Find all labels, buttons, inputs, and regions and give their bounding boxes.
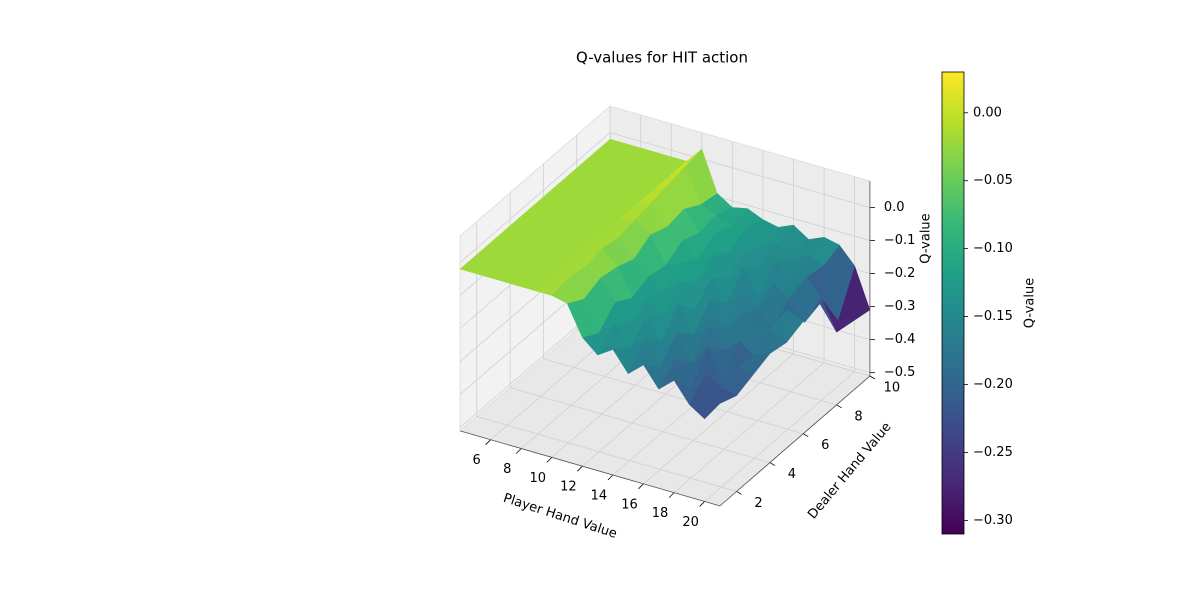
colorbar-label: Q-value (1023, 278, 1038, 328)
colorbar-tick-label: 0.00 (973, 105, 1002, 120)
surface-cell (551, 277, 585, 304)
tick-mark (638, 483, 644, 490)
colorbar (941, 71, 965, 535)
chart-title: Q-values for HIT action (576, 49, 748, 67)
grid-line (459, 132, 611, 263)
x-tick-label: 18 (652, 506, 669, 521)
colorbar-tick-label: −0.05 (973, 173, 1013, 188)
tick-mark (699, 501, 705, 507)
colorbar-tick-label: −0.25 (973, 445, 1013, 460)
colorbar-tick-label: −0.10 (973, 241, 1013, 256)
colorbar-tick-label: −0.30 (973, 513, 1013, 528)
tick-mark (607, 474, 614, 481)
grid-line (476, 416, 737, 492)
grid-line (643, 353, 794, 485)
tick-mark (485, 439, 491, 445)
tick-mark (836, 404, 842, 409)
z-tick-label: −0.3 (884, 299, 916, 314)
grid-line (609, 132, 871, 208)
grid-line (673, 362, 825, 493)
tick-mark (546, 457, 553, 463)
x-tick-label: 20 (682, 515, 699, 530)
colorbar-tick-label: −0.15 (973, 309, 1013, 324)
z-axis-label: Q-value (918, 213, 933, 263)
y-axis-label: Dealer Hand Value (805, 420, 894, 522)
x-tick-label: 6 (473, 453, 481, 468)
tick-mark (668, 492, 675, 498)
axis-line (459, 430, 721, 507)
tick-mark (769, 462, 776, 466)
grid-line (509, 387, 771, 463)
x-tick-label: 8 (503, 462, 511, 477)
z-tick-label: 0.0 (884, 200, 905, 215)
colorbar-tick-label: −0.20 (973, 377, 1013, 392)
tick-mark (577, 465, 583, 472)
tick-mark (869, 375, 876, 380)
axis-line (719, 375, 871, 507)
z-tick-label: −0.5 (884, 365, 916, 380)
z-tick-label: −0.2 (884, 266, 916, 281)
grid-line (704, 371, 855, 502)
z-tick-label: −0.1 (884, 233, 916, 248)
tick-mark (803, 433, 809, 438)
surface (459, 138, 871, 420)
x-tick-label: 10 (530, 471, 547, 486)
x-tick-label: 14 (591, 488, 608, 503)
y-tick-label: 8 (854, 409, 862, 424)
x-tick-label: 16 (621, 497, 638, 512)
y-tick-label: 10 (884, 380, 901, 395)
y-tick-label: 2 (754, 496, 762, 511)
y-tick-label: 6 (821, 438, 829, 453)
y-tick-label: 4 (788, 467, 796, 482)
tick-mark (736, 491, 742, 495)
surface-cell (704, 387, 738, 420)
z-tick-label: −0.4 (884, 332, 916, 347)
tick-mark (515, 448, 522, 454)
x-tick-label: 12 (560, 480, 577, 495)
grid-line (543, 358, 804, 435)
